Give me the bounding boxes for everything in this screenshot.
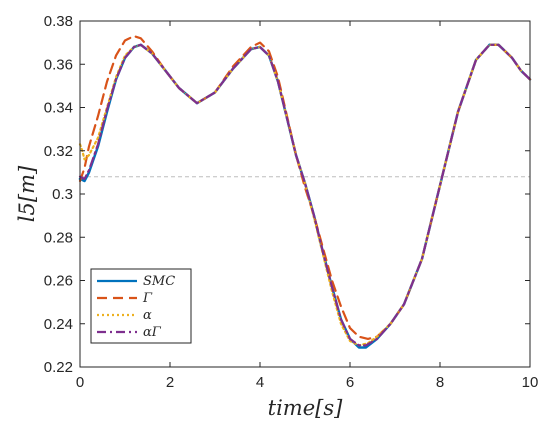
legend: SMC Γα αΓ <box>90 268 192 344</box>
legend-label: αΓ <box>143 325 162 340</box>
y-tick-label: 0.32 <box>44 143 73 160</box>
x-tick-label: 4 <box>256 374 264 391</box>
x-axis-label: time[s] <box>268 396 343 420</box>
legend-label: SMC <box>143 274 175 289</box>
y-tick-label: 0.22 <box>44 359 73 376</box>
y-tick-label: 0.26 <box>44 273 73 290</box>
y-tick-label: 0.24 <box>44 316 73 333</box>
y-tick-label: 0.36 <box>44 56 73 73</box>
legend-label: Γ <box>142 291 153 306</box>
series-line-4 <box>78 43 532 347</box>
x-tick-label: 10 <box>522 374 539 391</box>
y-axis-label: l5[m] <box>15 165 39 222</box>
y-tick-label: 0.3 <box>52 186 73 203</box>
legend-label: α <box>143 308 152 323</box>
y-tick-label: 0.38 <box>44 13 73 30</box>
x-tick-label: 6 <box>346 374 354 391</box>
x-tick-label: 8 <box>436 374 444 391</box>
y-tick-label: 0.34 <box>44 100 73 117</box>
x-tick-label: 0 <box>76 374 84 391</box>
y-tick-label: 0.28 <box>44 229 73 246</box>
x-tick-label: 2 <box>166 374 174 391</box>
